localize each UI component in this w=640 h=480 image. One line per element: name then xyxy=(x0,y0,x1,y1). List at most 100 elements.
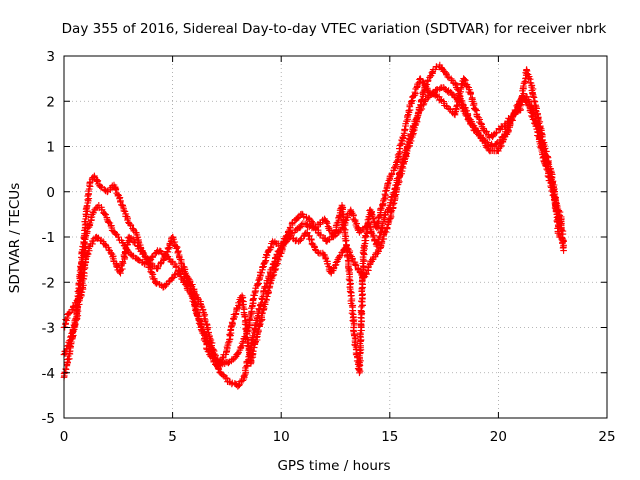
chart-title: Day 355 of 2016, Sidereal Day-to-day VTE… xyxy=(62,21,607,37)
data-point xyxy=(556,212,564,219)
data-point xyxy=(555,208,562,215)
data-point xyxy=(391,191,399,199)
data-markers xyxy=(60,61,567,390)
data-point xyxy=(267,243,274,251)
data-point xyxy=(518,93,526,101)
data-point xyxy=(390,199,398,207)
data-point xyxy=(269,272,277,279)
data-point xyxy=(436,96,444,103)
data-point xyxy=(532,103,539,111)
data-point xyxy=(231,380,239,387)
data-point xyxy=(174,249,182,257)
data-point xyxy=(113,263,120,270)
data-point xyxy=(201,315,208,322)
data-point xyxy=(428,69,436,76)
x-tick-label: 0 xyxy=(60,429,69,445)
data-point xyxy=(405,143,412,151)
data-point xyxy=(394,181,402,188)
data-point xyxy=(62,316,69,323)
data-point xyxy=(457,88,464,96)
y-tick-label: 1 xyxy=(46,140,55,156)
data-point xyxy=(407,135,414,142)
data-point xyxy=(258,269,265,277)
data-point xyxy=(404,112,411,120)
data-point xyxy=(308,218,315,225)
data-point xyxy=(537,144,544,151)
data-point xyxy=(198,303,206,311)
x-tick-label: 15 xyxy=(381,429,398,445)
data-point xyxy=(72,317,80,324)
data-point xyxy=(217,360,224,368)
data-point xyxy=(424,76,432,84)
data-point xyxy=(239,377,247,384)
y-tick-label: -3 xyxy=(42,321,55,337)
data-point xyxy=(153,280,160,287)
data-point xyxy=(322,255,330,262)
data-point xyxy=(413,115,421,122)
y-axis-label: SDTVAR / TECUs xyxy=(7,183,23,293)
data-point xyxy=(219,354,226,362)
data-point xyxy=(173,243,181,251)
data-point xyxy=(171,271,178,279)
data-point xyxy=(553,217,561,225)
data-point xyxy=(379,200,387,207)
data-point xyxy=(411,88,419,96)
data-point xyxy=(473,128,481,135)
data-point xyxy=(340,225,348,232)
data-point xyxy=(83,202,91,209)
data-point xyxy=(356,347,364,354)
data-point xyxy=(401,126,408,133)
data-point xyxy=(341,218,348,226)
data-point xyxy=(332,262,339,269)
data-point xyxy=(351,331,358,339)
data-point xyxy=(238,297,246,304)
data-point xyxy=(383,224,391,231)
data-point xyxy=(280,240,288,247)
data-point xyxy=(384,218,392,226)
data-point xyxy=(379,201,386,208)
data-point xyxy=(276,253,283,260)
data-point xyxy=(389,201,397,209)
data-point xyxy=(484,132,492,140)
data-point xyxy=(418,96,426,103)
data-point xyxy=(364,216,372,224)
y-tick-label: -5 xyxy=(42,411,55,427)
data-point xyxy=(127,221,134,229)
data-point xyxy=(452,80,459,88)
y-tick-label: -2 xyxy=(42,275,55,291)
data-point xyxy=(549,184,557,191)
data-point xyxy=(65,310,73,317)
data-point xyxy=(116,268,123,276)
data-point xyxy=(258,310,266,317)
data-point xyxy=(399,133,407,141)
data-point xyxy=(241,372,248,379)
data-point xyxy=(81,236,89,243)
data-point xyxy=(174,267,182,274)
data-point xyxy=(441,68,448,75)
data-point xyxy=(463,107,470,115)
data-point xyxy=(62,365,70,373)
data-point xyxy=(119,265,126,273)
data-point xyxy=(376,245,384,252)
data-point xyxy=(323,220,331,227)
y-tick-label: 0 xyxy=(46,185,55,201)
data-point xyxy=(359,249,367,256)
data-point xyxy=(531,98,538,105)
data-point xyxy=(263,252,271,259)
data-point xyxy=(278,244,286,252)
data-point xyxy=(370,232,377,239)
data-point xyxy=(108,222,115,229)
y-tick-label: -4 xyxy=(42,366,55,382)
data-point xyxy=(86,221,93,228)
data-point xyxy=(190,295,197,302)
data-point xyxy=(453,103,460,110)
data-point xyxy=(135,256,142,264)
data-point xyxy=(525,75,532,82)
data-point xyxy=(344,253,351,261)
data-point xyxy=(444,73,451,81)
data-point xyxy=(323,218,330,226)
data-point xyxy=(490,131,497,139)
data-point xyxy=(252,338,259,345)
data-point xyxy=(236,378,244,385)
